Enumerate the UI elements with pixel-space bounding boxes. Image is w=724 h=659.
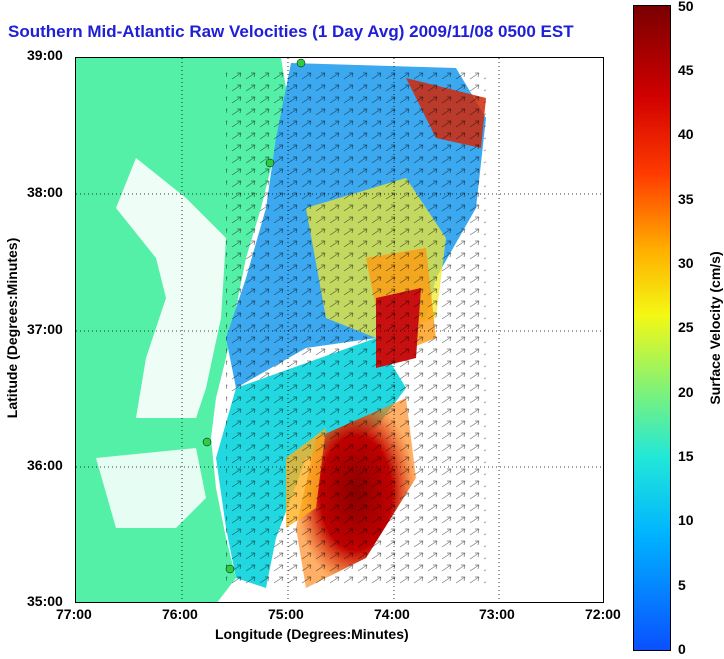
colorbar-tick: 15 <box>678 448 694 464</box>
y-tick: 37:00 <box>27 321 63 337</box>
colorbar-tick: 50 <box>678 0 694 14</box>
colorbar-tick: 30 <box>678 255 694 271</box>
x-tick: 76:00 <box>162 606 198 622</box>
colorbar-label: Surface Velocity (cm/s) <box>707 251 723 405</box>
colorbar <box>633 5 671 651</box>
y-tick: 38:00 <box>27 184 63 200</box>
map-canvas <box>76 58 603 602</box>
x-tick: 72:00 <box>585 606 621 622</box>
velocity-map <box>75 57 604 603</box>
colorbar-tick: 10 <box>678 512 694 528</box>
bay <box>116 158 226 418</box>
y-axis-label: Latitude (Degrees:Minutes) <box>4 237 20 419</box>
colorbar-tick: 0 <box>678 641 686 657</box>
x-tick: 74:00 <box>374 606 410 622</box>
y-tick: 35:00 <box>27 593 63 609</box>
colorbar-tick: 40 <box>678 126 694 142</box>
colorbar-tick: 35 <box>678 191 694 207</box>
x-tick: 73:00 <box>479 606 515 622</box>
y-tick: 39:00 <box>27 47 63 63</box>
x-tick: 75:00 <box>268 606 304 622</box>
y-tick: 36:00 <box>27 457 63 473</box>
map-title: Southern Mid-Atlantic Raw Velocities (1 … <box>8 22 574 41</box>
colorbar-tick: 20 <box>678 384 694 400</box>
radar-site-marker <box>225 564 235 574</box>
grid-lines <box>76 58 603 602</box>
colorbar-tick: 25 <box>678 319 694 335</box>
colorbar-tick: 45 <box>678 62 694 78</box>
x-axis-label: Longitude (Degrees:Minutes) <box>215 626 409 642</box>
radar-site-marker <box>202 437 212 447</box>
velocity-vectors <box>226 68 486 588</box>
sound <box>96 448 206 528</box>
radar-site-marker <box>296 58 306 68</box>
radar-site-marker <box>265 158 275 168</box>
x-tick: 77:00 <box>56 606 92 622</box>
colorbar-tick: 5 <box>678 577 686 593</box>
